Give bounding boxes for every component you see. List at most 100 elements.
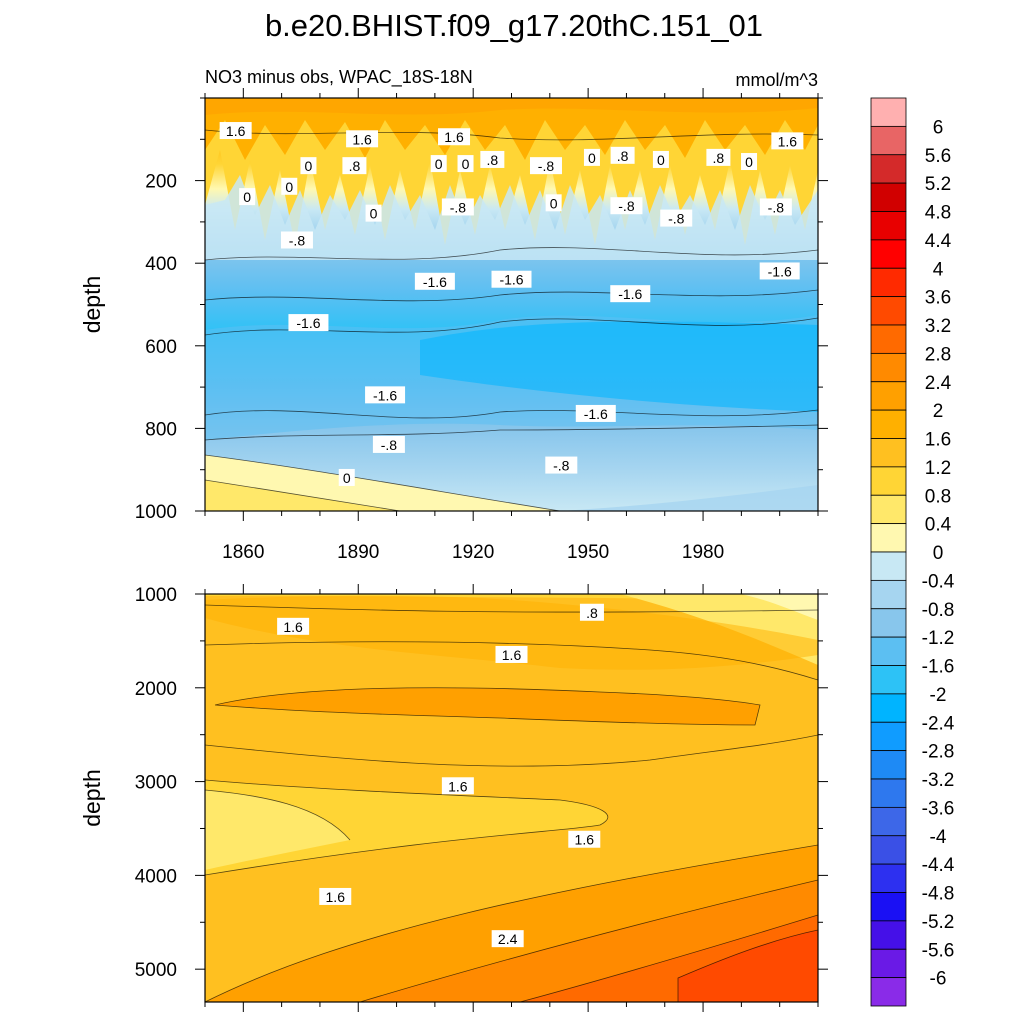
svg-text:-.8: -.8 [538, 158, 555, 174]
svg-text:.8: .8 [617, 148, 629, 164]
colorbar-swatch [870, 438, 907, 468]
panel-subtitle: NO3 minus obs, WPAC_18S-18N [205, 67, 473, 88]
svg-text:0: 0 [550, 195, 558, 211]
contour-label: 0 [281, 177, 298, 195]
contour-label: 0 [741, 153, 758, 171]
x-tick-label: 1980 [682, 542, 724, 563]
contour-label: 0 [365, 204, 382, 222]
contour-label: 1.6 [441, 777, 474, 795]
colorbar-label: -1.2 [922, 628, 955, 649]
colorbar-swatch [870, 494, 907, 525]
colorbar-swatch [870, 154, 907, 184]
colorbar-swatch [870, 608, 907, 638]
colorbar-swatch [870, 381, 907, 411]
contour-label: -1.6 [365, 386, 406, 404]
svg-text:0: 0 [462, 156, 470, 172]
colorbar-swatch [870, 835, 907, 865]
y-tick-label: 800 [145, 419, 177, 440]
svg-text:-1.6: -1.6 [618, 286, 642, 302]
contour-label: -1.6 [759, 262, 800, 280]
contour-label: 0 [545, 194, 562, 212]
contour-label: 0 [338, 468, 355, 486]
svg-text:-1.6: -1.6 [499, 272, 523, 288]
svg-text:1.6: 1.6 [444, 129, 464, 145]
svg-text:-1.6: -1.6 [423, 274, 447, 290]
contour-label: -.8 [441, 198, 474, 216]
contour-label: .8 [610, 146, 635, 164]
y-tick-label: 2000 [135, 679, 177, 700]
svg-text:-1.6: -1.6 [296, 315, 320, 331]
contour-label: 1.6 [568, 830, 601, 848]
units-label: mmol/m^3 [736, 70, 818, 90]
svg-text:.8: .8 [586, 605, 598, 621]
y-tick-label: 200 [145, 172, 177, 193]
contour-label: -.8 [372, 435, 405, 453]
svg-text:-.8: -.8 [553, 458, 570, 474]
colorbar-label: 2.4 [925, 373, 952, 394]
contour-label: 0 [300, 157, 317, 175]
colorbar-swatch [870, 352, 907, 383]
contour-label: -.8 [545, 456, 578, 474]
contour-label: 0 [239, 188, 256, 206]
y-axis-label: depth [79, 769, 105, 827]
contour-label: 1.6 [771, 132, 804, 150]
colorbar-swatch [870, 211, 907, 241]
colorbar-swatch [870, 948, 907, 979]
contour-label: -1.6 [414, 272, 455, 290]
colorbar-swatch [870, 636, 907, 666]
colorbar-label: -0.4 [922, 571, 955, 592]
svg-text:0: 0 [343, 470, 351, 486]
svg-text:-1.6: -1.6 [768, 263, 792, 279]
y-tick-label: 1000 [135, 502, 177, 523]
colorbar-label: 2.8 [925, 344, 951, 365]
colorbar-label: 3.6 [925, 288, 951, 309]
colorbar-swatch [870, 892, 907, 922]
svg-text:0: 0 [370, 206, 378, 222]
svg-text:1.6: 1.6 [448, 778, 468, 794]
x-tick-label: 1920 [452, 542, 494, 563]
colorbar-label: -2.8 [922, 742, 955, 763]
colorbar-label: -6 [930, 969, 947, 990]
svg-text:1.6: 1.6 [326, 889, 346, 905]
lower-plot-area [205, 594, 818, 1002]
svg-text:-.8: -.8 [450, 199, 467, 215]
svg-text:-.8: -.8 [668, 211, 685, 227]
colorbar-swatch [870, 182, 907, 212]
colorbar-label: 3.2 [925, 316, 951, 337]
colorbar-label: -3.2 [922, 770, 955, 791]
contour-label: .8 [706, 148, 731, 166]
contour-label: 1.6 [346, 130, 379, 148]
colorbar-swatch [870, 665, 907, 695]
colorbar-swatch [870, 863, 907, 893]
svg-text:0: 0 [588, 150, 596, 166]
contour-label: .8 [579, 603, 604, 621]
contour-label: .8 [342, 157, 367, 175]
contour-label: -1.6 [575, 404, 616, 422]
contour-label: -.8 [660, 209, 693, 227]
colorbar-label: -2.4 [922, 713, 955, 734]
y-tick-label: 400 [145, 254, 177, 275]
svg-text:0: 0 [435, 156, 443, 172]
y-axis-label: depth [79, 276, 105, 334]
contour-label: 2.4 [491, 930, 524, 948]
contour-label: 1.6 [277, 617, 310, 635]
contour-label: -.8 [529, 157, 562, 175]
svg-text:.8: .8 [713, 150, 725, 166]
colorbar: 6 5.6 5.2 4.8 4.4 4 3.6 3.2 2.8 2.4 2 1.6 1.2 0.8 0.4 0… [870, 97, 955, 1007]
x-tick-label: 1950 [567, 542, 609, 563]
colorbar-swatch [870, 806, 907, 837]
y-tick-label: 600 [145, 337, 177, 358]
y-tick-label: 1000 [135, 585, 177, 606]
svg-text:1.6: 1.6 [575, 832, 595, 848]
colorbar-label: -2 [930, 685, 947, 706]
colorbar-label: 4.4 [925, 231, 952, 252]
contour-label: 1.6 [219, 122, 252, 140]
colorbar-label: -4.8 [922, 884, 955, 905]
colorbar-label: 4.8 [925, 203, 951, 224]
contour-label: 0 [457, 155, 474, 173]
contour-label: -1.6 [288, 314, 329, 332]
colorbar-label: -4.4 [922, 855, 955, 876]
colorbar-swatch [870, 721, 907, 752]
svg-text:.8: .8 [487, 152, 499, 168]
